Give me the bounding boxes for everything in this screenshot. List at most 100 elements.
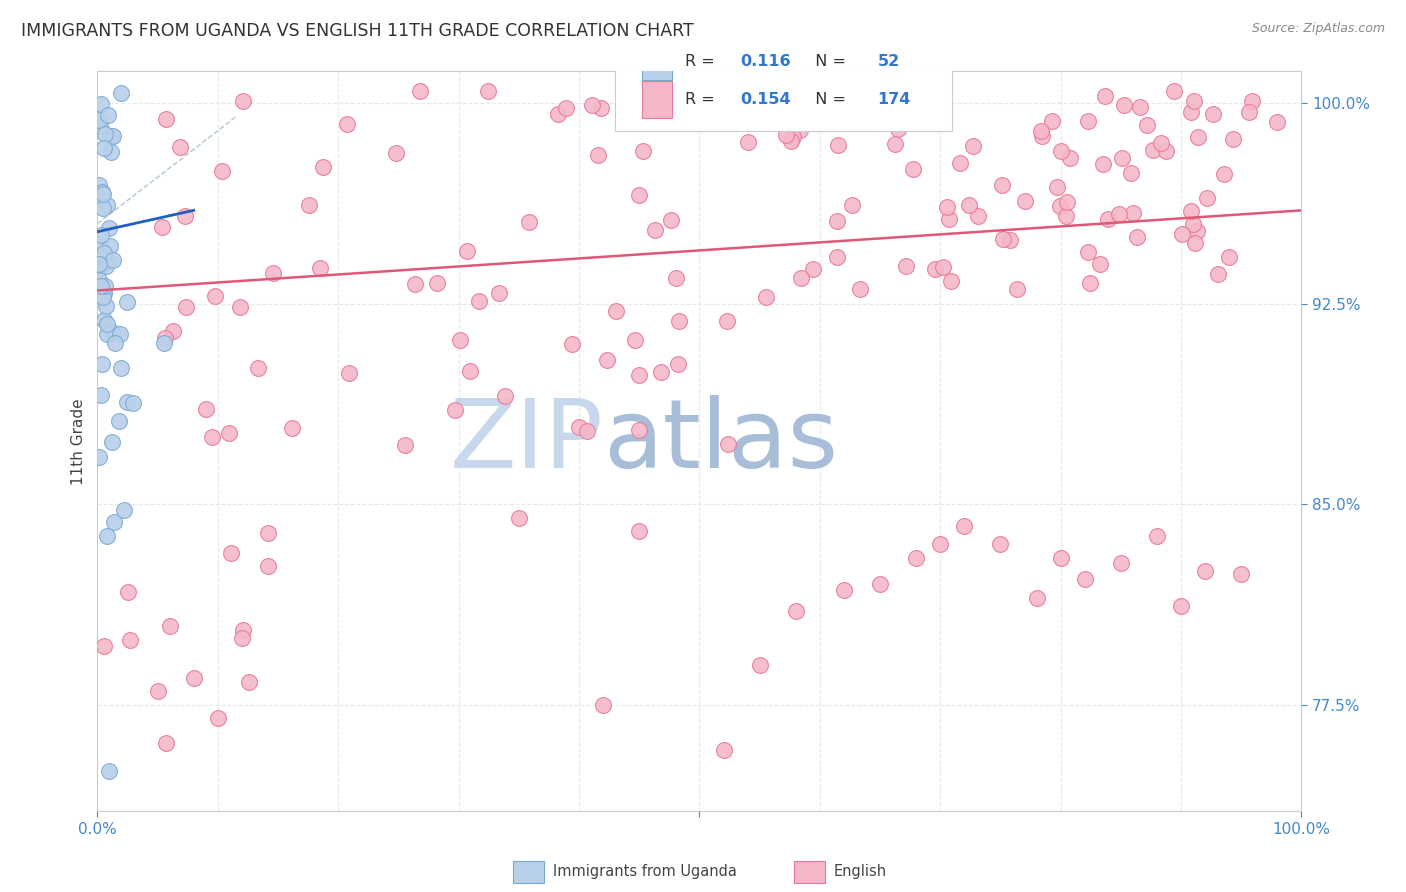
- Point: [716, 313, 738, 327]
- Point: [153, 331, 176, 345]
- Text: N =: N =: [806, 54, 852, 70]
- Point: [336, 116, 359, 130]
- Point: [98, 764, 121, 779]
- Point: [1222, 132, 1244, 146]
- Text: Source: ZipAtlas.com: Source: ZipAtlas.com: [1251, 22, 1385, 36]
- Point: [89, 261, 111, 276]
- Point: [869, 577, 891, 591]
- Point: [1090, 257, 1112, 271]
- Point: [110, 87, 132, 101]
- Point: [555, 101, 578, 115]
- Point: [1094, 88, 1116, 103]
- Point: [665, 270, 688, 285]
- Point: [426, 276, 449, 290]
- Point: [929, 537, 952, 551]
- Point: [596, 352, 619, 367]
- Point: [468, 294, 491, 309]
- Point: [508, 510, 530, 524]
- Point: [1170, 599, 1192, 613]
- Point: [1182, 217, 1205, 231]
- Point: [122, 396, 145, 410]
- Point: [1184, 235, 1206, 250]
- Point: [90, 227, 112, 242]
- Point: [96, 299, 118, 313]
- Point: [152, 335, 174, 350]
- Point: [458, 364, 481, 378]
- Point: [1218, 250, 1240, 264]
- Point: [990, 537, 1012, 551]
- Point: [1031, 128, 1053, 143]
- Point: [101, 252, 124, 267]
- Point: [547, 107, 569, 121]
- Point: [204, 289, 226, 303]
- Point: [1111, 151, 1133, 165]
- Point: [477, 84, 499, 98]
- Text: N =: N =: [806, 92, 852, 107]
- Point: [98, 239, 121, 253]
- Point: [1112, 98, 1135, 112]
- Point: [962, 138, 984, 153]
- Point: [1040, 114, 1063, 128]
- Text: 174: 174: [877, 92, 911, 107]
- Point: [924, 261, 946, 276]
- Point: [211, 164, 233, 178]
- Point: [903, 161, 925, 176]
- Point: [443, 403, 465, 417]
- Point: [1213, 167, 1236, 181]
- Point: [110, 360, 132, 375]
- Point: [1109, 556, 1132, 570]
- Point: [737, 135, 759, 149]
- Point: [257, 559, 280, 574]
- Point: [90, 278, 112, 293]
- Point: [194, 401, 217, 416]
- Point: [96, 260, 118, 274]
- Point: [1154, 144, 1177, 158]
- Point: [717, 437, 740, 451]
- Point: [228, 300, 250, 314]
- Point: [183, 671, 205, 685]
- Point: [201, 430, 224, 444]
- Point: [517, 215, 540, 229]
- Point: [456, 244, 478, 259]
- Point: [103, 128, 125, 143]
- Point: [247, 361, 270, 376]
- Point: [100, 325, 122, 339]
- Point: [650, 365, 672, 379]
- Point: [628, 187, 651, 202]
- Point: [884, 136, 907, 151]
- Point: [87, 257, 110, 271]
- Point: [949, 156, 972, 170]
- Point: [93, 639, 115, 653]
- Point: [1056, 195, 1078, 210]
- Point: [849, 282, 872, 296]
- Point: [1014, 194, 1036, 209]
- Point: [281, 421, 304, 435]
- Point: [115, 295, 138, 310]
- Point: [1241, 94, 1264, 108]
- Point: [935, 200, 957, 214]
- Point: [865, 100, 887, 114]
- Point: [991, 178, 1014, 192]
- Point: [581, 98, 603, 112]
- Point: [575, 424, 598, 438]
- Point: [262, 266, 284, 280]
- Point: [91, 187, 114, 202]
- Point: [1136, 118, 1159, 132]
- Text: IMMIGRANTS FROM UGANDA VS ENGLISH 11TH GRADE CORRELATION CHART: IMMIGRANTS FROM UGANDA VS ENGLISH 11TH G…: [21, 22, 693, 40]
- Point: [89, 120, 111, 134]
- Text: R =: R =: [685, 92, 720, 107]
- Point: [90, 388, 112, 402]
- Point: [150, 219, 173, 234]
- Text: ZIP: ZIP: [449, 395, 603, 488]
- Point: [96, 326, 118, 341]
- Point: [98, 221, 121, 235]
- Point: [624, 333, 647, 347]
- Point: [394, 438, 416, 452]
- Point: [1092, 157, 1115, 171]
- Point: [1230, 566, 1253, 581]
- Point: [159, 619, 181, 633]
- Point: [745, 106, 768, 120]
- Point: [232, 94, 254, 108]
- Point: [89, 248, 111, 262]
- Point: [494, 389, 516, 403]
